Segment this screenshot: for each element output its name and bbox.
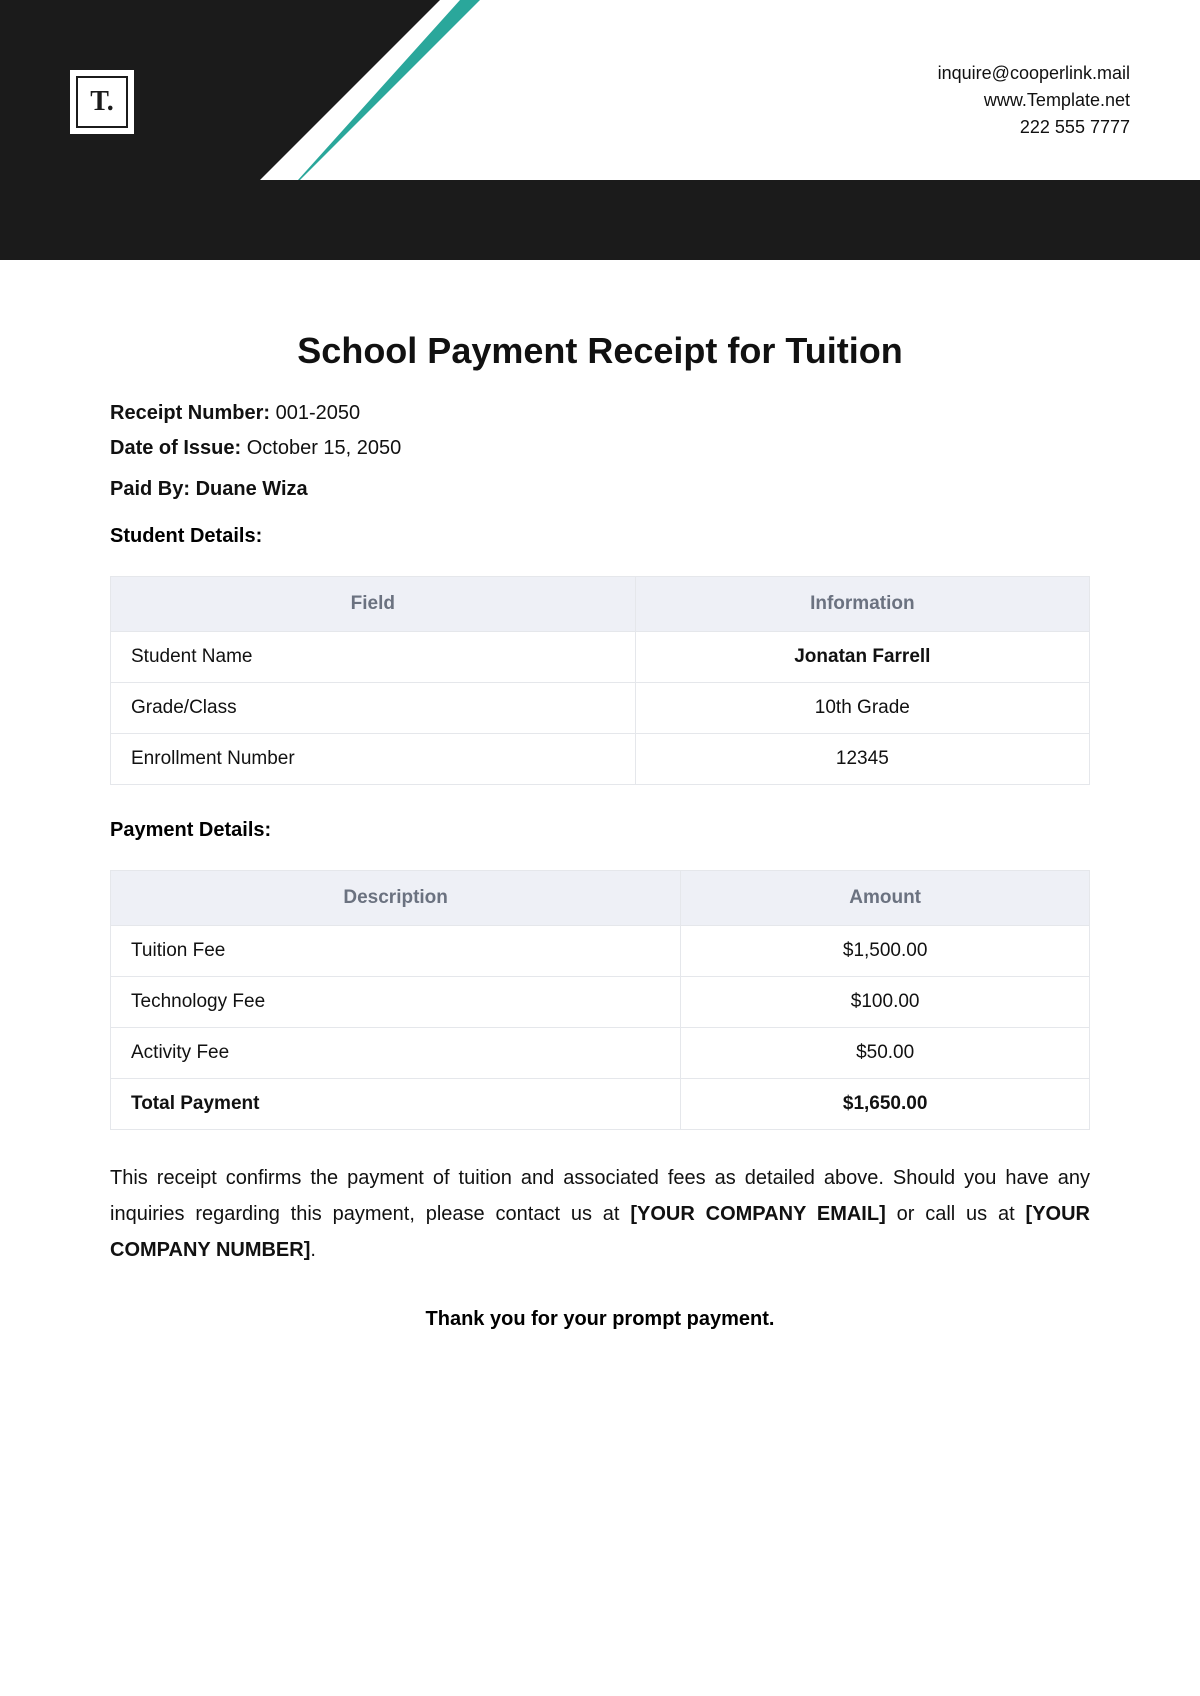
payment-amount-cell: $1,500.00 (681, 926, 1090, 977)
paid-by-line: Paid By: Duane Wiza (110, 478, 1090, 501)
logo-text: T. (76, 76, 128, 128)
body-part3: . (310, 1239, 316, 1261)
payment-desc-cell: Tuition Fee (111, 926, 681, 977)
thank-you-text: Thank you for your prompt payment. (110, 1308, 1090, 1331)
date-line: Date of Issue: October 15, 2050 (110, 437, 1090, 460)
payment-desc-cell: Activity Fee (111, 1028, 681, 1079)
logo: T. (70, 70, 134, 134)
table-row: Activity Fee$50.00 (111, 1028, 1090, 1079)
payment-amount-cell: $50.00 (681, 1028, 1090, 1079)
table-row: Technology Fee$100.00 (111, 977, 1090, 1028)
body-part2: or call us at (886, 1203, 1026, 1225)
table-row: Enrollment Number12345 (111, 734, 1090, 785)
date-label: Date of Issue: (110, 437, 241, 459)
student-field-cell: Enrollment Number (111, 734, 636, 785)
student-field-cell: Grade/Class (111, 683, 636, 734)
page-title: School Payment Receipt for Tuition (110, 330, 1090, 372)
student-details-table: Field Information Student NameJonatan Fa… (110, 576, 1090, 785)
student-info-cell: 12345 (635, 734, 1089, 785)
student-table-header-field: Field (111, 577, 636, 632)
payment-details-table: Description Amount Tuition Fee$1,500.00T… (110, 870, 1090, 1130)
payment-details-label: Payment Details: (110, 819, 1090, 842)
placeholder-email: [YOUR COMPANY EMAIL] (630, 1203, 885, 1225)
payment-amount-cell: $1,650.00 (681, 1079, 1090, 1130)
table-row: Tuition Fee$1,500.00 (111, 926, 1090, 977)
receipt-number-value: 001-2050 (276, 402, 361, 424)
student-details-label: Student Details: (110, 525, 1090, 548)
contact-info: inquire@cooperlink.mail www.Template.net… (938, 60, 1130, 141)
contact-email: inquire@cooperlink.mail (938, 60, 1130, 87)
table-row: Total Payment$1,650.00 (111, 1079, 1090, 1130)
student-table-header-info: Information (635, 577, 1089, 632)
confirmation-text: This receipt confirms the payment of tui… (110, 1160, 1090, 1268)
date-value: October 15, 2050 (247, 437, 402, 459)
student-info-cell: 10th Grade (635, 683, 1089, 734)
payment-desc-cell: Total Payment (111, 1079, 681, 1130)
payment-table-header-amount: Amount (681, 871, 1090, 926)
payment-amount-cell: $100.00 (681, 977, 1090, 1028)
contact-phone: 222 555 7777 (938, 114, 1130, 141)
payment-desc-cell: Technology Fee (111, 977, 681, 1028)
receipt-number-line: Receipt Number: 001-2050 (110, 402, 1090, 425)
table-row: Grade/Class10th Grade (111, 683, 1090, 734)
document-header: T. inquire@cooperlink.mail www.Template.… (0, 0, 1200, 280)
student-info-cell: Jonatan Farrell (635, 632, 1089, 683)
contact-website: www.Template.net (938, 87, 1130, 114)
student-field-cell: Student Name (111, 632, 636, 683)
table-row: Student NameJonatan Farrell (111, 632, 1090, 683)
receipt-number-label: Receipt Number: (110, 402, 270, 424)
document-content: School Payment Receipt for Tuition Recei… (0, 280, 1200, 1331)
paid-by-label: Paid By: (110, 478, 190, 500)
paid-by-value: Duane Wiza (196, 478, 308, 500)
payment-table-header-desc: Description (111, 871, 681, 926)
